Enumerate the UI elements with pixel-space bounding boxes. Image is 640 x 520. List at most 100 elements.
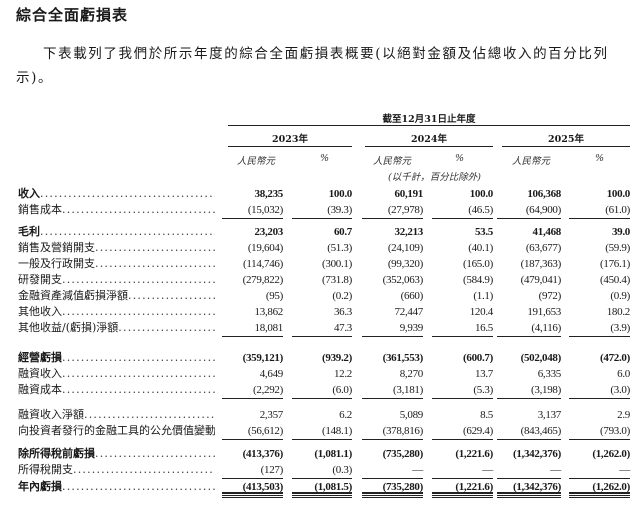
amount-cell: (63,677) bbox=[525, 242, 561, 254]
table-row: 年內虧損....................................… bbox=[0, 479, 640, 498]
income-statement-table: 收入......................................… bbox=[0, 186, 640, 498]
intro-paragraph: 下表載列了我們於所示年度的綜合全面虧損表概要(以絕對金額及佔總收入的百分比列示)… bbox=[16, 46, 609, 86]
dot-leader: ........................................… bbox=[40, 187, 215, 200]
row-label-text: 金融資產減值虧損淨額 bbox=[18, 289, 128, 302]
dot-leader: ........................................… bbox=[118, 321, 215, 334]
amount-cell: 41,468 bbox=[532, 226, 562, 238]
percent-cell: (1,262.0) bbox=[592, 448, 630, 460]
row-label-text: 毛利 bbox=[18, 225, 40, 238]
amount-cell: 32,213 bbox=[394, 226, 424, 238]
amount-cell: 13,862 bbox=[254, 306, 284, 318]
percent-cell: (1,221.6) bbox=[432, 479, 493, 498]
percent-cell: (0.2) bbox=[332, 290, 352, 302]
dot-leader: ........................................… bbox=[128, 289, 215, 302]
percent-cell: (450.4) bbox=[600, 274, 630, 286]
amount-cell: 9,939 bbox=[362, 320, 423, 337]
table-row: 一般及行政開支.................................… bbox=[0, 256, 640, 272]
dot-leader: ........................................… bbox=[40, 225, 215, 238]
dot-leader: ........................................… bbox=[62, 383, 215, 396]
amount-cell: (1,342,376) bbox=[512, 448, 561, 460]
dot-leader: ........................................… bbox=[95, 447, 215, 460]
percent-cell: 60.7 bbox=[333, 226, 352, 238]
header-rule bbox=[228, 125, 630, 126]
percent-cell: (584.9) bbox=[463, 274, 493, 286]
percent-cell: (3.0) bbox=[569, 382, 630, 399]
row-label: 向投資者發行的金融工具的公允價值變動......................… bbox=[18, 423, 215, 439]
row-label-text: 銷售成本 bbox=[18, 203, 62, 216]
row-label-text: 其他收益/(虧損)淨額 bbox=[18, 321, 119, 334]
year-rule bbox=[365, 146, 493, 147]
percent-cell: 16.5 bbox=[432, 320, 493, 337]
percent-cell: (5.3) bbox=[432, 382, 493, 399]
row-label-text: 研發開支 bbox=[18, 273, 62, 286]
amount-cell: (99,320) bbox=[387, 258, 423, 270]
amount-cell: (3,181) bbox=[362, 382, 423, 399]
amount-cell: 72,447 bbox=[394, 306, 424, 318]
percent-cell: (1,081.5) bbox=[292, 479, 352, 498]
table-row: 除所得稅前虧損.................................… bbox=[0, 446, 640, 462]
percent-label: % bbox=[455, 153, 465, 164]
period-header: 截至12月31日止年度 bbox=[382, 114, 476, 125]
amount-cell: (413,376) bbox=[242, 448, 284, 460]
row-label: 經營虧損....................................… bbox=[18, 350, 215, 366]
amount-cell: (56,612) bbox=[222, 423, 283, 440]
row-label-text: 經營虧損 bbox=[18, 351, 62, 364]
year-header-2025: 2025年 bbox=[548, 134, 584, 145]
percent-cell: (59.9) bbox=[605, 242, 630, 254]
table-row: 收入......................................… bbox=[0, 186, 640, 202]
row-label: 融資收入....................................… bbox=[18, 366, 215, 382]
percent-cell: (6.0) bbox=[292, 382, 352, 399]
amount-cell: (114,746) bbox=[243, 258, 283, 270]
table-row: 其他收益/(虧損)淨額.............................… bbox=[0, 320, 640, 337]
table-row: 研發開支....................................… bbox=[0, 272, 640, 288]
percent-cell: (0.9) bbox=[610, 290, 630, 302]
unit-note: (以千計，百分比除外) bbox=[388, 172, 481, 183]
amount-cell: (361,553) bbox=[382, 352, 424, 364]
amount-cell: (19,604) bbox=[247, 242, 283, 254]
row-label-text: 一般及行政開支 bbox=[18, 257, 95, 270]
amount-cell: 5,089 bbox=[399, 409, 424, 421]
amount-cell: 8,270 bbox=[399, 368, 424, 380]
dot-leader: ........................................… bbox=[62, 305, 215, 318]
row-label: 一般及行政開支.................................… bbox=[18, 256, 215, 272]
row-label: 銷售成本....................................… bbox=[18, 202, 215, 218]
amount-cell: (95) bbox=[265, 290, 283, 302]
amount-cell: 2,357 bbox=[259, 409, 284, 421]
amount-cell: 4,649 bbox=[259, 368, 284, 380]
percent-cell: (300.1) bbox=[322, 258, 352, 270]
amount-cell: — bbox=[362, 462, 423, 479]
percent-cell: 100.0 bbox=[606, 188, 631, 200]
row-label: 研發開支....................................… bbox=[18, 272, 215, 288]
year-rule bbox=[502, 146, 630, 147]
percent-cell: (39.3) bbox=[292, 202, 352, 219]
row-label: 融資收入淨額..................................… bbox=[18, 407, 215, 423]
percent-cell: 100.0 bbox=[469, 188, 494, 200]
row-label: 融資成本....................................… bbox=[18, 382, 215, 398]
amount-cell: 23,203 bbox=[254, 226, 284, 238]
table-row: 銷售成本....................................… bbox=[0, 202, 640, 219]
table-row: 其他收入....................................… bbox=[0, 304, 640, 320]
amount-cell: 3,137 bbox=[537, 409, 562, 421]
percent-cell: 39.0 bbox=[611, 226, 630, 238]
dot-leader: ........................................… bbox=[84, 408, 215, 421]
amount-cell: 6,335 bbox=[537, 368, 562, 380]
row-label: 金融資產減值虧損淨額..............................… bbox=[18, 288, 215, 304]
percent-cell: 6.2 bbox=[339, 409, 352, 421]
percent-cell: 6.0 bbox=[617, 368, 630, 380]
amount-cell: (15,032) bbox=[222, 202, 283, 219]
percent-cell: (61.0) bbox=[569, 202, 630, 219]
percent-label: % bbox=[320, 153, 330, 164]
amount-cell: 18,081 bbox=[222, 320, 283, 337]
percent-cell: (165.0) bbox=[463, 258, 493, 270]
table-row: 向投資者發行的金融工具的公允價值變動......................… bbox=[0, 423, 640, 440]
percent-cell: (1.1) bbox=[473, 290, 493, 302]
table-row: 融資收入....................................… bbox=[0, 366, 640, 382]
amount-cell: (27,978) bbox=[362, 202, 423, 219]
dot-leader: ........................................… bbox=[62, 273, 215, 286]
row-label: 其他收益/(虧損)淨額.............................… bbox=[18, 320, 215, 336]
row-label-text: 銷售及營銷開支 bbox=[18, 241, 95, 254]
dot-leader: ........................................… bbox=[62, 351, 215, 364]
table-row: 金融資產減值虧損淨額..............................… bbox=[0, 288, 640, 304]
row-label-text: 融資收入淨額 bbox=[18, 408, 84, 421]
amount-cell: (359,121) bbox=[242, 352, 284, 364]
